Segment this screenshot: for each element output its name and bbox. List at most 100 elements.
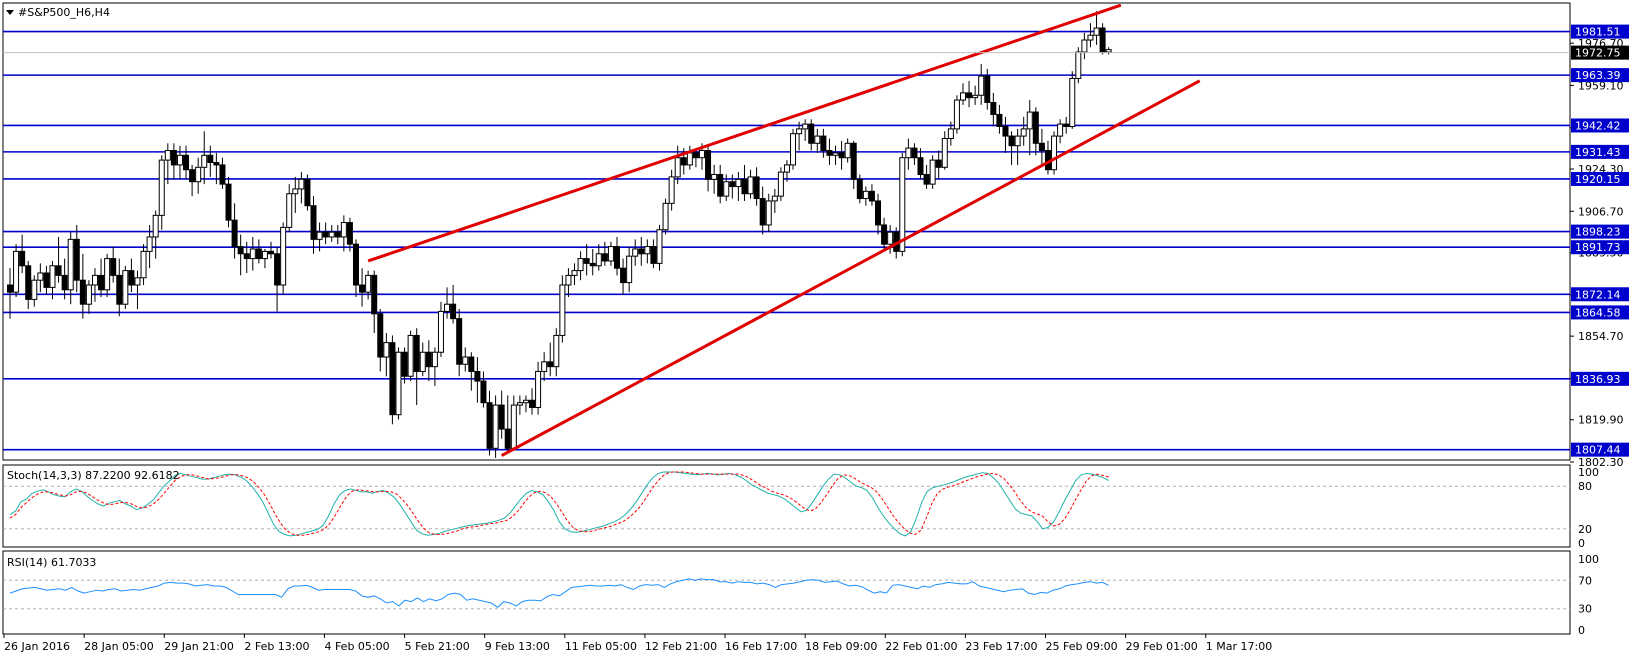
candle-body	[984, 75, 991, 103]
candle-body	[7, 284, 13, 293]
stoch-title: Stoch(14,3,3) 87.2200 92.6182	[7, 469, 180, 482]
candle-body	[814, 135, 821, 144]
candle-body	[219, 164, 226, 185]
candle-body	[1032, 111, 1039, 144]
candle-body	[917, 157, 924, 176]
candle-body	[316, 231, 323, 240]
level-labels: 1981.51 1963.39 1942.42 1931.43 1920.15 1898.…	[1571, 24, 1629, 457]
trend-lines	[367, 3, 1201, 457]
level-label-bg	[1571, 24, 1629, 39]
candle-body	[723, 181, 730, 197]
candle-body	[1002, 125, 1009, 137]
candle-body	[389, 342, 396, 416]
candle-body	[170, 150, 177, 166]
candle-body	[1099, 27, 1106, 53]
rsi-indicator: 100 70 30 0	[3, 553, 1599, 637]
candle-body	[881, 224, 888, 245]
candle-body	[620, 267, 627, 284]
price-tick-label: 1854.70	[1578, 330, 1624, 343]
candle-body	[365, 274, 372, 293]
candle-body	[213, 162, 220, 166]
candle-body	[510, 404, 517, 449]
candle-body	[516, 402, 523, 406]
candle-body	[1051, 135, 1058, 171]
level-label-bg	[1571, 442, 1629, 457]
candle-body	[462, 356, 469, 365]
candle-body	[91, 274, 98, 286]
level-label: 1981.51	[1575, 26, 1621, 39]
candle-body	[547, 361, 554, 368]
candle-body	[413, 334, 420, 372]
candle-body	[765, 200, 772, 226]
candle-body	[638, 248, 645, 255]
candle-body	[334, 231, 341, 238]
candle-body	[498, 404, 505, 430]
candle-body	[680, 157, 687, 166]
time-label: 29 Jan 21:00	[164, 640, 234, 653]
candle-body	[577, 258, 584, 272]
candle-body	[662, 202, 669, 231]
level-label-bg	[1571, 68, 1629, 83]
candle-body	[183, 154, 190, 171]
indicator-tick-label: 0	[1578, 624, 1585, 637]
time-label: 22 Feb 01:00	[885, 640, 957, 653]
stoch-pane-border	[2, 464, 1571, 548]
level-label-bg	[1571, 118, 1629, 133]
candle-body	[359, 284, 366, 293]
candle-body	[274, 253, 281, 286]
candle-body	[73, 238, 80, 281]
level-label-bg	[1571, 305, 1629, 320]
time-label: 1 Mar 17:00	[1206, 640, 1272, 653]
candle-body	[1014, 135, 1021, 147]
candle-body	[959, 92, 966, 101]
candle-body	[201, 154, 208, 168]
time-label: 12 Feb 21:00	[645, 640, 717, 653]
candle-body	[741, 178, 748, 195]
current-price-label: 1972.75	[1575, 47, 1621, 60]
candle-body	[595, 253, 602, 267]
candle-body	[85, 284, 92, 305]
candle-body	[1069, 77, 1076, 127]
candle-body	[176, 154, 183, 166]
candle-body	[790, 133, 797, 166]
candle-body	[899, 157, 906, 252]
candle-body	[796, 128, 803, 135]
candle-body	[783, 164, 790, 173]
candle-body	[953, 99, 960, 130]
candles	[7, 11, 1112, 458]
candle-body	[304, 178, 311, 207]
candle-body	[480, 380, 487, 404]
level-label: 1920.15	[1575, 173, 1621, 186]
indicator-tick-label: 100	[1578, 466, 1599, 479]
candle-body	[692, 152, 699, 159]
candle-body	[37, 272, 44, 281]
candle-body	[492, 404, 499, 449]
candle-body	[990, 101, 997, 115]
level-label-bg	[1571, 240, 1629, 255]
level-label: 1898.23	[1575, 226, 1621, 239]
dropdown-triangle-icon[interactable]	[6, 10, 14, 15]
candle-body	[98, 274, 105, 291]
candle-body	[875, 200, 882, 226]
candle-body	[298, 178, 305, 190]
candle-body	[929, 159, 936, 185]
horizontal-levels	[3, 30, 1570, 451]
candle-body	[808, 123, 815, 144]
candle-body	[735, 178, 742, 188]
candle-body	[255, 248, 262, 260]
candle-body	[820, 135, 827, 152]
trend-line-lower	[500, 79, 1201, 457]
candle-body	[431, 351, 438, 368]
candle-body	[128, 270, 135, 286]
candle-body	[729, 181, 736, 188]
candle-body	[705, 150, 712, 180]
candle-body	[310, 205, 317, 240]
candle-body	[771, 195, 778, 202]
level-label-bg	[1571, 287, 1629, 302]
level-label: 1864.58	[1575, 306, 1621, 319]
indicator-tick-label: 0	[1578, 537, 1585, 550]
candle-body	[1105, 49, 1112, 53]
candle-body	[456, 318, 463, 365]
candle-body	[966, 92, 973, 99]
